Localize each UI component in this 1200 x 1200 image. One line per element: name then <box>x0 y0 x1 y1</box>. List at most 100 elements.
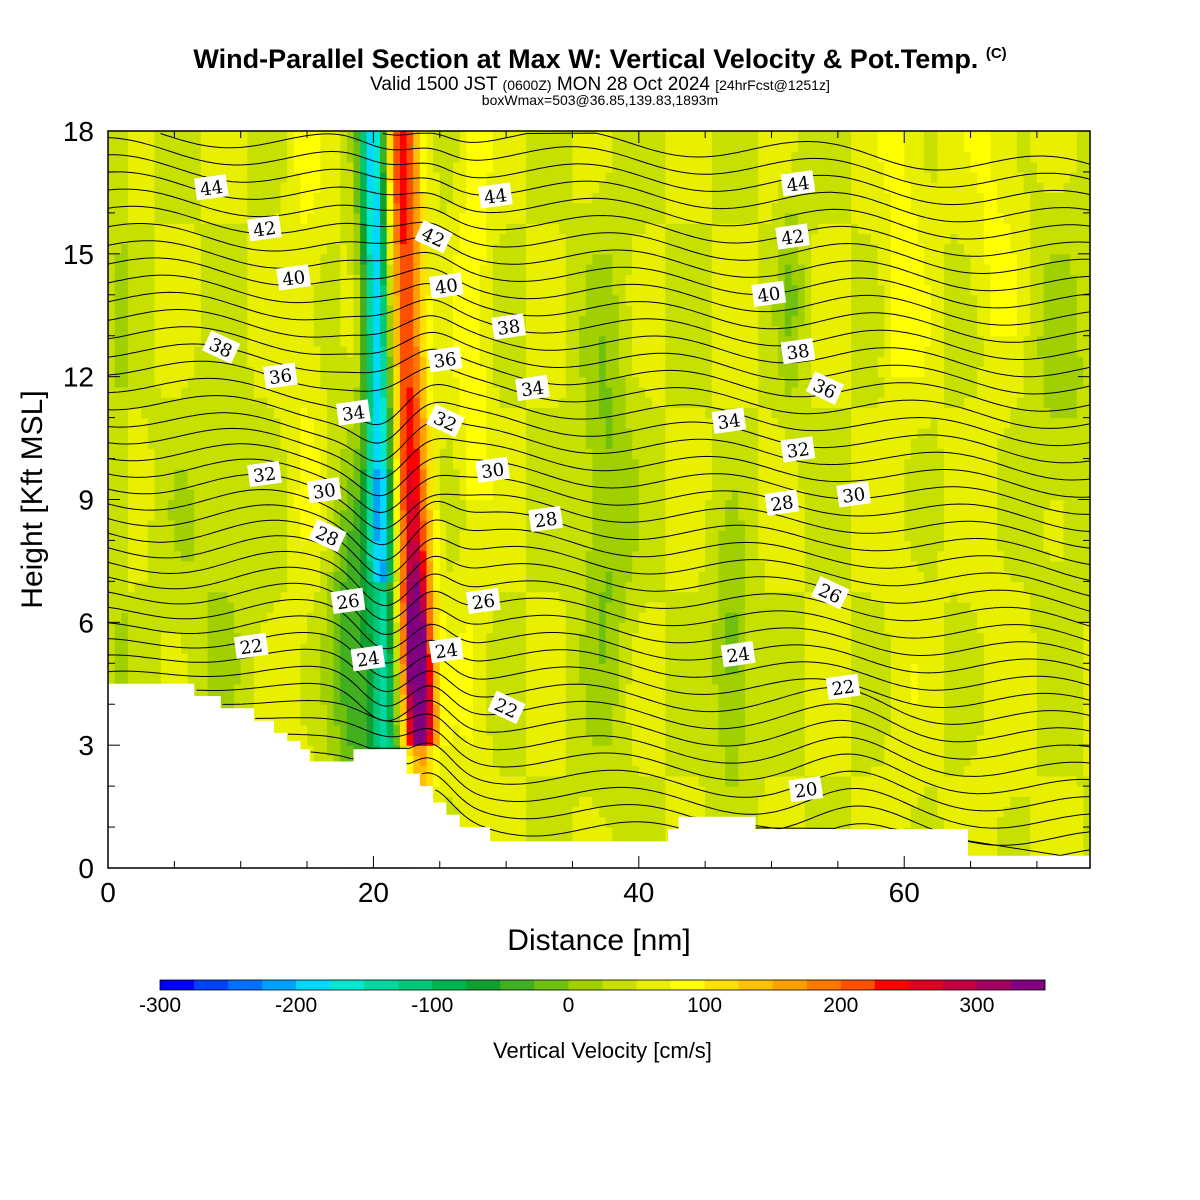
velocity-cell <box>220 653 229 664</box>
velocity-cell <box>1063 653 1071 664</box>
velocity-cell <box>957 693 965 705</box>
velocity-cell <box>247 612 255 623</box>
velocity-cell <box>346 693 355 705</box>
velocity-cell <box>1083 796 1091 808</box>
velocity-cell <box>253 683 262 695</box>
velocity-cell <box>499 601 507 613</box>
velocity-cell <box>134 560 142 572</box>
velocity-cell <box>1070 673 1078 685</box>
velocity-cell <box>174 601 182 613</box>
velocity-cell <box>691 704 700 716</box>
velocity-cell <box>433 704 441 716</box>
velocity-cell <box>545 622 554 634</box>
velocity-cell <box>539 591 547 603</box>
velocity-cell <box>1076 571 1084 582</box>
velocity-cell <box>519 827 527 838</box>
velocity-cell <box>678 581 686 593</box>
velocity-cell <box>691 663 700 675</box>
velocity-cell <box>127 560 136 572</box>
velocity-cell <box>479 653 487 664</box>
velocity-cell <box>227 663 235 675</box>
velocity-cell <box>267 653 275 664</box>
velocity-cell <box>154 540 162 552</box>
velocity-cell <box>791 601 799 613</box>
velocity-cell <box>585 591 593 603</box>
velocity-cell <box>267 673 275 685</box>
velocity-cell <box>877 714 885 726</box>
velocity-cell <box>340 673 348 685</box>
velocity-cell <box>585 571 593 582</box>
velocity-cell <box>778 560 786 572</box>
velocity-cell <box>1056 560 1065 572</box>
velocity-cell <box>897 642 905 654</box>
velocity-cell <box>897 530 905 542</box>
velocity-cell <box>466 693 474 705</box>
velocity-cell <box>260 673 268 685</box>
velocity-cell <box>844 806 852 818</box>
velocity-cell <box>1056 816 1065 828</box>
velocity-cell <box>731 755 739 767</box>
velocity-cell <box>167 550 175 562</box>
velocity-cell <box>532 622 540 634</box>
velocity-cell <box>990 806 998 818</box>
velocity-cell <box>380 591 388 603</box>
velocity-cell <box>220 519 229 531</box>
velocity-cell <box>207 560 215 572</box>
velocity-cell <box>917 612 925 623</box>
velocity-cell <box>353 581 361 593</box>
velocity-cell <box>1056 683 1065 695</box>
velocity-cell <box>433 530 441 542</box>
velocity-cell <box>705 571 713 582</box>
velocity-cell <box>890 642 899 654</box>
velocity-cell <box>1076 653 1084 664</box>
velocity-cell <box>180 601 189 613</box>
velocity-cell <box>572 704 580 716</box>
velocity-cell <box>459 724 467 736</box>
velocity-cell <box>187 622 195 634</box>
velocity-cell <box>804 601 812 613</box>
velocity-cell <box>937 530 945 542</box>
velocity-cell <box>1076 560 1084 572</box>
velocity-cell <box>1003 530 1011 542</box>
velocity-cell <box>778 775 786 787</box>
velocity-cell <box>871 550 879 562</box>
velocity-cell <box>552 786 560 797</box>
velocity-cell <box>1023 581 1031 593</box>
velocity-cell <box>459 745 467 757</box>
velocity-cell <box>963 765 972 777</box>
velocity-cell <box>446 632 454 644</box>
velocity-cell <box>373 622 381 634</box>
velocity-cell <box>253 693 262 705</box>
velocity-cell <box>884 632 892 644</box>
velocity-cell <box>280 714 288 726</box>
velocity-cell <box>1076 663 1084 675</box>
velocity-cell <box>625 571 633 582</box>
velocity-cell <box>798 806 806 818</box>
velocity-cell <box>154 519 162 531</box>
velocity-cell <box>1076 642 1084 654</box>
velocity-cell <box>234 663 242 675</box>
velocity-cell <box>612 540 620 552</box>
velocity-cell <box>705 765 713 777</box>
velocity-cell <box>399 724 408 736</box>
velocity-cell <box>453 704 461 716</box>
velocity-cell <box>293 581 302 593</box>
velocity-cell <box>924 734 932 746</box>
velocity-cell <box>817 806 826 818</box>
velocity-cell <box>134 581 142 593</box>
velocity-cell <box>1070 622 1078 634</box>
velocity-cell <box>983 806 992 818</box>
velocity-cell <box>499 530 507 542</box>
velocity-cell <box>957 560 965 572</box>
velocity-cell <box>1010 847 1018 859</box>
velocity-cell <box>864 816 872 828</box>
velocity-cell <box>751 581 759 593</box>
velocity-cell <box>413 540 421 552</box>
velocity-cell <box>804 571 812 582</box>
velocity-cell <box>751 734 759 746</box>
velocity-cell <box>645 612 653 623</box>
chart-title-text: Wind-Parallel Section at Max W: Vertical… <box>193 44 979 74</box>
velocity-cell <box>897 591 905 603</box>
velocity-cell <box>784 714 793 726</box>
velocity-cell <box>320 642 328 654</box>
